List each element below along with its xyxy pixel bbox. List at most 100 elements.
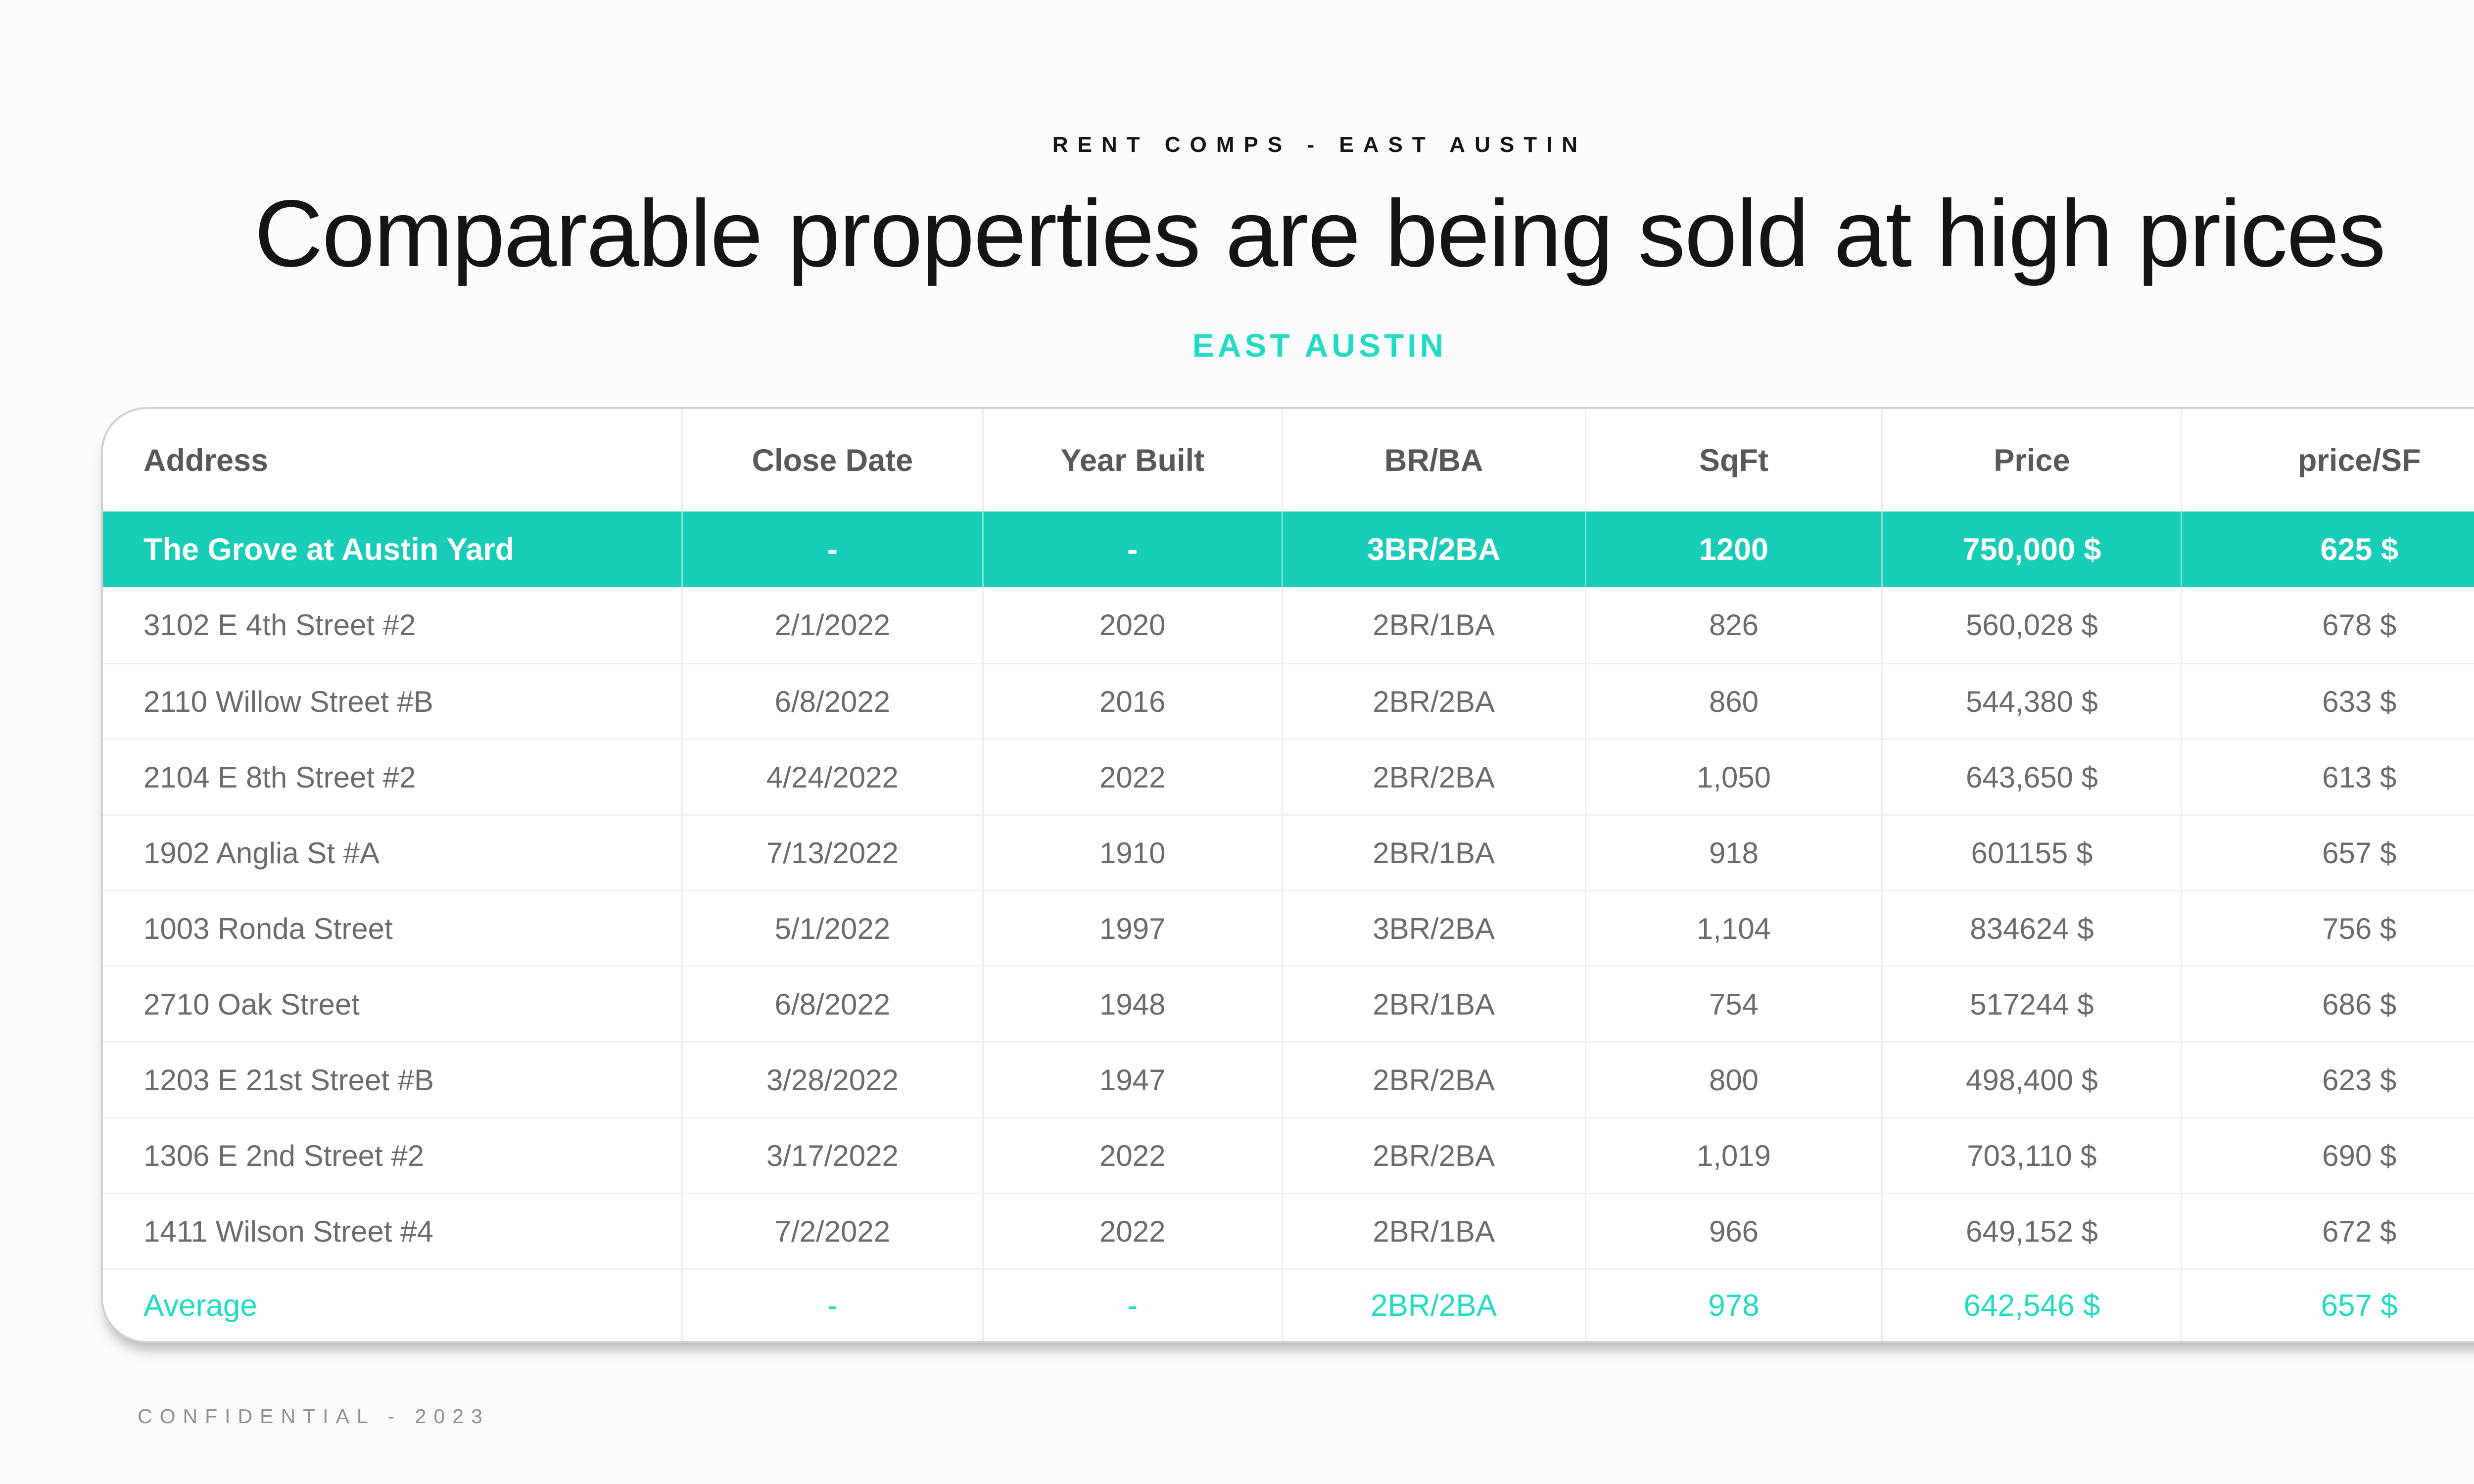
header-row-cell-6: price/SF [2297,443,2421,478]
table-row-8: 1411 Wilson Street #4 7/2/2022 2022 2BR/1BA… [103,1193,2474,1268]
comps-table-card: Address Close Date Year Built BR/BA SqFt Pric… [101,407,2474,1343]
table-row-2-cell-3: 2BR/2BA [1283,740,1586,814]
table-row-8-cell-4: 966 [1586,1194,1883,1268]
average-row-cell-4: 978 [1586,1270,1883,1341]
table-row-6-cell-5: 498,400 $ [1883,1043,2183,1117]
average-row-cell-5: 642,546 $ [1883,1270,2183,1341]
table-row-7-cell-1: 3/17/2022 [683,1118,984,1193]
table-row-6-cell-2: 1947 [984,1043,1283,1117]
table-row-1-cell-2: 2016 [984,664,1283,739]
highlight-row-cell-1: - [683,511,984,587]
table-row-5-cell-0: 2710 Oak Street [103,967,683,1041]
table-row-6-cell-4: 800 [1586,1043,1883,1117]
table-row-8-cell-6: 672 $ [2322,1214,2397,1248]
table-row-0-cell-5: 560,028 $ [1883,587,2183,663]
highlight-row-cell-0: The Grove at Austin Yard [103,511,683,587]
header-row: Address Close Date Year Built BR/BA SqFt Pric… [103,409,2474,511]
table-row-4-cell-6: 756 $ [2322,912,2397,945]
table-row-7-cell-4: 1,019 [1586,1118,1883,1193]
table-row-1: 2110 Willow Street #B 6/8/2022 2016 2BR/2BA… [103,663,2474,739]
table-row-2-cell-6: 613 $ [2322,760,2397,794]
header-row-cell-5: Price [1883,409,2183,511]
table-row-0-cell-4: 826 [1586,587,1883,663]
table-row-4-cell-0: 1003 Ronda Street [103,891,683,966]
average-row: Average - -2BR/2BA 978 642,546 $657 $ [103,1268,2474,1341]
table-row-7-cell-2: 2022 [984,1118,1283,1193]
average-row-cell-1: - [683,1270,984,1341]
table-row-0-cell-2: 2020 [984,587,1283,663]
table-row-4-cell-2: 1997 [984,891,1283,966]
table-row-5-cell-5: 517244 $ [1883,967,2183,1041]
highlight-row-cell-4: 1200 [1586,511,1883,587]
table-row-6-cell-0: 1203 E 21st Street #B [103,1043,683,1117]
table-row-8-cell-1: 7/2/2022 [683,1194,984,1268]
table-row-4: 1003 Ronda Street 5/1/2022 1997 3BR/2BA 1,10… [103,890,2474,966]
header-row-cell-3: BR/BA [1283,409,1586,511]
average-row-cell-6: 657 $ [2321,1289,2398,1323]
average-row-cell-2: - [984,1270,1283,1341]
table-row-3-cell-4: 918 [1586,816,1883,890]
table-row-1-cell-5: 544,380 $ [1883,664,2183,739]
table-row-8-cell-2: 2022 [984,1194,1283,1268]
table-row-8-cell-5: 649,152 $ [1883,1194,2183,1268]
table-row-2-cell-2: 2022 [984,740,1283,814]
table-row-0: 3102 E 4th Street #2 2/1/2022 2020 2BR/1BA 8… [103,587,2474,663]
table-row-2-cell-1: 4/24/2022 [683,740,984,814]
table-row-4-cell-5: 834624 $ [1883,891,2183,966]
table-row-5-cell-1: 6/8/2022 [683,967,984,1041]
table-row-7-cell-3: 2BR/2BA [1283,1118,1586,1193]
kicker-label: RENT COMPS - EAST AUSTIN [1052,133,1587,157]
header-row-cell-1: Close Date [683,409,984,511]
table-row-3: 1902 Anglia St #A 7/13/2022 1910 2BR/1BA 918… [103,814,2474,890]
page-title: Comparable properties are being sold at … [254,180,2386,286]
table-row-3-cell-6: 657 $ [2322,836,2397,870]
average-row-cell-3: 2BR/2BA [1283,1270,1586,1341]
table-row-8-cell-3: 2BR/1BA [1283,1194,1586,1268]
table-row-7-cell-5: 703,110 $ [1883,1118,2183,1193]
header-row-cell-2: Year Built [984,409,1283,511]
table-row-3-cell-3: 2BR/1BA [1283,816,1586,890]
average-row-cell-0: Average [103,1270,683,1341]
table-row-4-cell-1: 5/1/2022 [683,891,984,966]
table-row-1-cell-3: 2BR/2BA [1283,664,1586,739]
table-row-2-cell-0: 2104 E 8th Street #2 [103,740,683,814]
table-row-5-cell-2: 1948 [984,967,1283,1041]
table-row-7-cell-6: 690 $ [2322,1139,2397,1172]
table-row-6-cell-6: 623 $ [2322,1063,2397,1097]
highlight-row-cell-5: 750,000 $ [1883,511,2183,587]
subtitle-label: EAST AUSTIN [1192,327,1447,364]
table-row-0-cell-3: 2BR/1BA [1283,587,1586,663]
table-row-3-cell-1: 7/13/2022 [683,816,984,890]
header-row-cell-0: Address [103,409,683,511]
table-row-7-cell-0: 1306 E 2nd Street #2 [103,1118,683,1193]
table-row-3-cell-5: 601155 $ [1883,816,2183,890]
table-row-7: 1306 E 2nd Street #2 3/17/2022 2022 2BR/2BA… [103,1117,2474,1193]
table-row-6: 1203 E 21st Street #B 3/28/2022 1947 2BR/2B… [103,1041,2474,1117]
table-row-1-cell-4: 860 [1586,664,1883,739]
table-row-8-cell-0: 1411 Wilson Street #4 [103,1194,683,1268]
confidential-note: CONFIDENTIAL - 2023 [138,1405,490,1428]
table-row-3-cell-2: 1910 [984,816,1283,890]
comps-table: Address Close Date Year Built BR/BA SqFt Pric… [103,409,2474,1341]
table-row-2-cell-4: 1,050 [1586,740,1883,814]
table-row-2: 2104 E 8th Street #2 4/24/2022 2022 2BR/2BA… [103,739,2474,814]
highlight-row-cell-3: 3BR/2BA [1283,511,1586,587]
table-row-5: 2710 Oak Street 6/8/2022 1948 2BR/1BA 754 517… [103,966,2474,1041]
table-row-5-cell-3: 2BR/1BA [1283,967,1586,1041]
table-row-4-cell-4: 1,104 [1586,891,1883,966]
table-row-0-cell-1: 2/1/2022 [683,587,984,663]
highlight-row: The Grove at Austin Yard - -3BR/2BA 1200 750… [103,511,2474,587]
table-row-5-cell-6: 686 $ [2322,987,2397,1021]
table-row-3-cell-0: 1902 Anglia St #A [103,816,683,890]
highlight-row-cell-6: 625 $ [2320,532,2398,567]
table-row-6-cell-3: 2BR/2BA [1283,1043,1586,1117]
header-row-cell-4: SqFt [1586,409,1883,511]
table-row-4-cell-3: 3BR/2BA [1283,891,1586,966]
table-row-1-cell-6: 633 $ [2322,685,2397,718]
table-row-0-cell-0: 3102 E 4th Street #2 [103,587,683,663]
table-row-0-cell-6: 678 $ [2322,608,2397,642]
table-row-6-cell-1: 3/28/2022 [683,1043,984,1117]
table-row-1-cell-0: 2110 Willow Street #B [103,664,683,739]
table-row-2-cell-5: 643,650 $ [1883,740,2183,814]
